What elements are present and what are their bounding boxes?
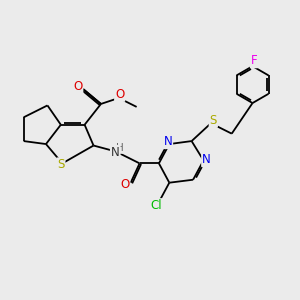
- Text: Cl: Cl: [150, 199, 162, 212]
- Text: H: H: [116, 143, 123, 153]
- Text: O: O: [120, 178, 129, 191]
- Text: N: N: [202, 153, 211, 166]
- Text: S: S: [57, 158, 64, 171]
- Text: O: O: [73, 80, 83, 93]
- Text: O: O: [115, 88, 124, 101]
- Text: S: S: [210, 114, 217, 127]
- Text: N: N: [164, 135, 172, 148]
- Text: F: F: [251, 54, 257, 67]
- Text: N: N: [111, 146, 120, 159]
